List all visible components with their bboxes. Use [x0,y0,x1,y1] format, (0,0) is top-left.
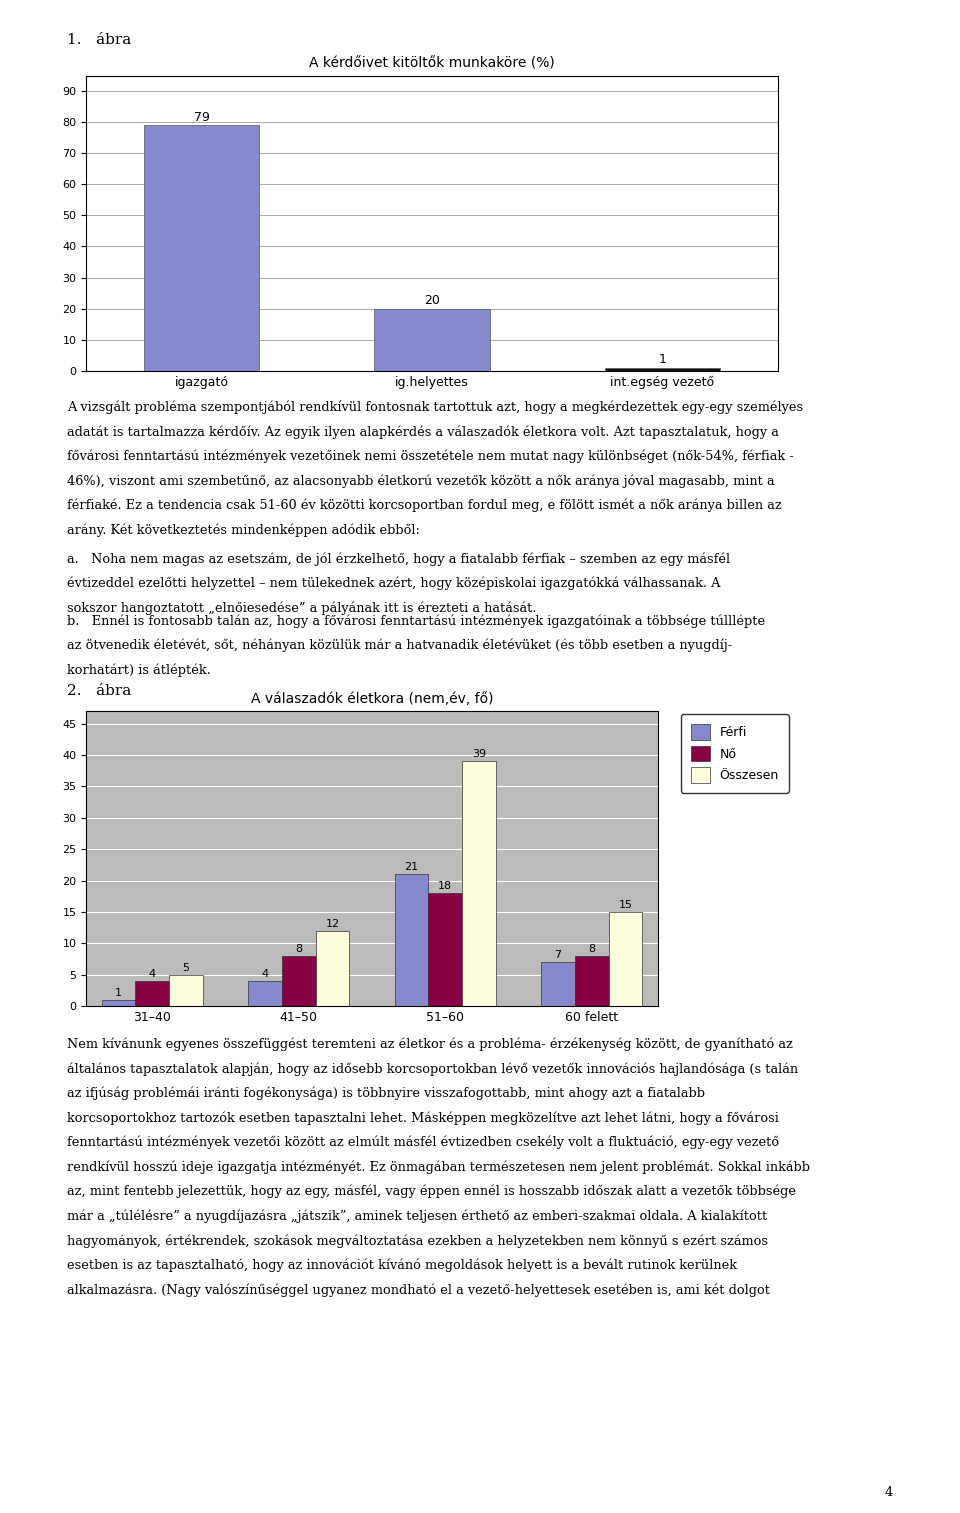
Bar [102,1000,135,1006]
Bar [249,980,282,1006]
Text: 4: 4 [884,1486,893,1499]
Bar [541,962,575,1006]
Bar [282,956,316,1006]
Legend: Férfi, Nő, Összesen: Férfi, Nő, Összesen [681,714,789,793]
Bar [605,368,720,371]
Text: évtizeddel ezelőtti helyzettel – nem tülekednek azért, hogy középiskolai igazgat: évtizeddel ezelőtti helyzettel – nem tül… [67,576,721,590]
Text: 4: 4 [261,970,269,979]
Text: 8: 8 [296,944,302,955]
Text: 4: 4 [149,970,156,979]
Text: korhatárt) is átlépték.: korhatárt) is átlépték. [67,663,211,676]
Text: férfiaké. Ez a tendencia csak 51-60 év közötti korcsoportban fordul meg, e fölöt: férfiaké. Ez a tendencia csak 51-60 év k… [67,499,782,513]
Text: már a „túlélésre” a nyugdíjazásra „játszik”, aminek teljesen érthető az emberi-s: már a „túlélésre” a nyugdíjazásra „játsz… [67,1209,767,1223]
Text: 79: 79 [194,110,209,124]
Bar [462,761,495,1006]
Text: 5: 5 [182,962,189,973]
Text: 12: 12 [325,918,340,929]
Text: alkalmazásra. (Nagy valószínűséggel ugyanez mondható el a vezető-helyettesek ese: alkalmazásra. (Nagy valószínűséggel ugya… [67,1283,770,1297]
Bar [316,930,349,1006]
Text: 18: 18 [438,881,452,891]
Bar [169,974,203,1006]
Bar [374,309,490,371]
Text: 46%), viszont ami szembetűnő, az alacsonyabb életkorú vezetők között a nők arány: 46%), viszont ami szembetűnő, az alacson… [67,475,775,489]
Text: 1.   ábra: 1. ábra [67,33,132,47]
Text: az ifjúság problémái iránti fogékonysága) is többnyire visszafogottabb, mint aho: az ifjúság problémái iránti fogékonysága… [67,1086,706,1100]
Text: adatát is tartalmazza kérdőív. Az egyik ilyen alapkérdés a válaszadók életkora v: adatát is tartalmazza kérdőív. Az egyik … [67,425,780,439]
Text: korcsoportokhoz tartozók esetben tapasztalni lehet. Másképpen megközelítve azt l: korcsoportokhoz tartozók esetben tapaszt… [67,1112,780,1126]
Title: A kérdőivet kitöltők munkaköre (%): A kérdőivet kitöltők munkaköre (%) [309,56,555,70]
Text: fővárosi fenntartású intézmények vezetőinek nemi összetétele nem mutat nagy külö: fővárosi fenntartású intézmények vezetői… [67,449,794,463]
Text: b.   Ennél is fontosabb talán az, hogy a fővárosi fenntartású intézmények igazga: b. Ennél is fontosabb talán az, hogy a f… [67,614,765,628]
Text: 21: 21 [404,862,419,873]
Text: A vizsgált probléma szempontjából rendkívül fontosnak tartottuk azt, hogy a megk: A vizsgált probléma szempontjából rendkí… [67,401,804,415]
Title: A válaszadók életkora (nem,év, fő): A válaszadók életkora (nem,év, fő) [251,691,493,705]
Text: 1: 1 [115,988,122,999]
Text: 39: 39 [472,749,486,760]
Text: 7: 7 [555,950,562,961]
Text: Nem kívánunk egyenes összefüggést teremteni az életkor és a probléma- érzékenysé: Nem kívánunk egyenes összefüggést teremt… [67,1038,793,1052]
Bar [395,875,428,1006]
Text: általános tapasztalatok alapján, hogy az idősebb korcsoportokban lévő vezetők in: általános tapasztalatok alapján, hogy az… [67,1062,799,1076]
Text: az, mint fentebb jelezettük, hogy az egy, másfél, vagy éppen ennél is hosszabb i: az, mint fentebb jelezettük, hogy az egy… [67,1185,796,1198]
Text: 15: 15 [618,900,633,911]
Text: hagyományok, értékrendek, szokások megváltoztatása ezekben a helyzetekben nem kö: hagyományok, értékrendek, szokások megvá… [67,1235,768,1248]
Text: sokszor hangoztatott „elnőiesedése” a pályának itt is érezteti a hatását.: sokszor hangoztatott „elnőiesedése” a pá… [67,601,537,614]
Text: 1: 1 [659,353,666,366]
Text: a.   Noha nem magas az esetszám, de jól érzkelhető, hogy a fiatalabb férfiak – s: a. Noha nem magas az esetszám, de jól ér… [67,552,731,566]
Text: 20: 20 [424,294,440,307]
Bar [135,980,169,1006]
Text: 8: 8 [588,944,595,955]
Bar [575,956,609,1006]
Text: fenntartású intézmények vezetői között az elmúlt másfél évtizedben csekély volt : fenntartású intézmények vezetői között a… [67,1136,780,1150]
Text: az ötvenedik életévét, sőt, néhányan közülük már a hatvanadik életévüket (és töb: az ötvenedik életévét, sőt, néhányan köz… [67,638,732,652]
Text: arány. Két következtetés mindenképpen adódik ebből:: arány. Két következtetés mindenképpen ad… [67,523,420,537]
Bar [609,912,642,1006]
Text: rendkívül hosszú ideje igazgatja intézményét. Ez önmagában természetesen nem jel: rendkívül hosszú ideje igazgatja intézmé… [67,1160,810,1174]
Bar [428,893,462,1006]
Bar [144,126,259,371]
Text: 2.   ábra: 2. ábra [67,684,132,697]
Text: esetben is az tapasztalható, hogy az innovációt kívánó megoldások helyett is a b: esetben is az tapasztalható, hogy az inn… [67,1259,737,1272]
